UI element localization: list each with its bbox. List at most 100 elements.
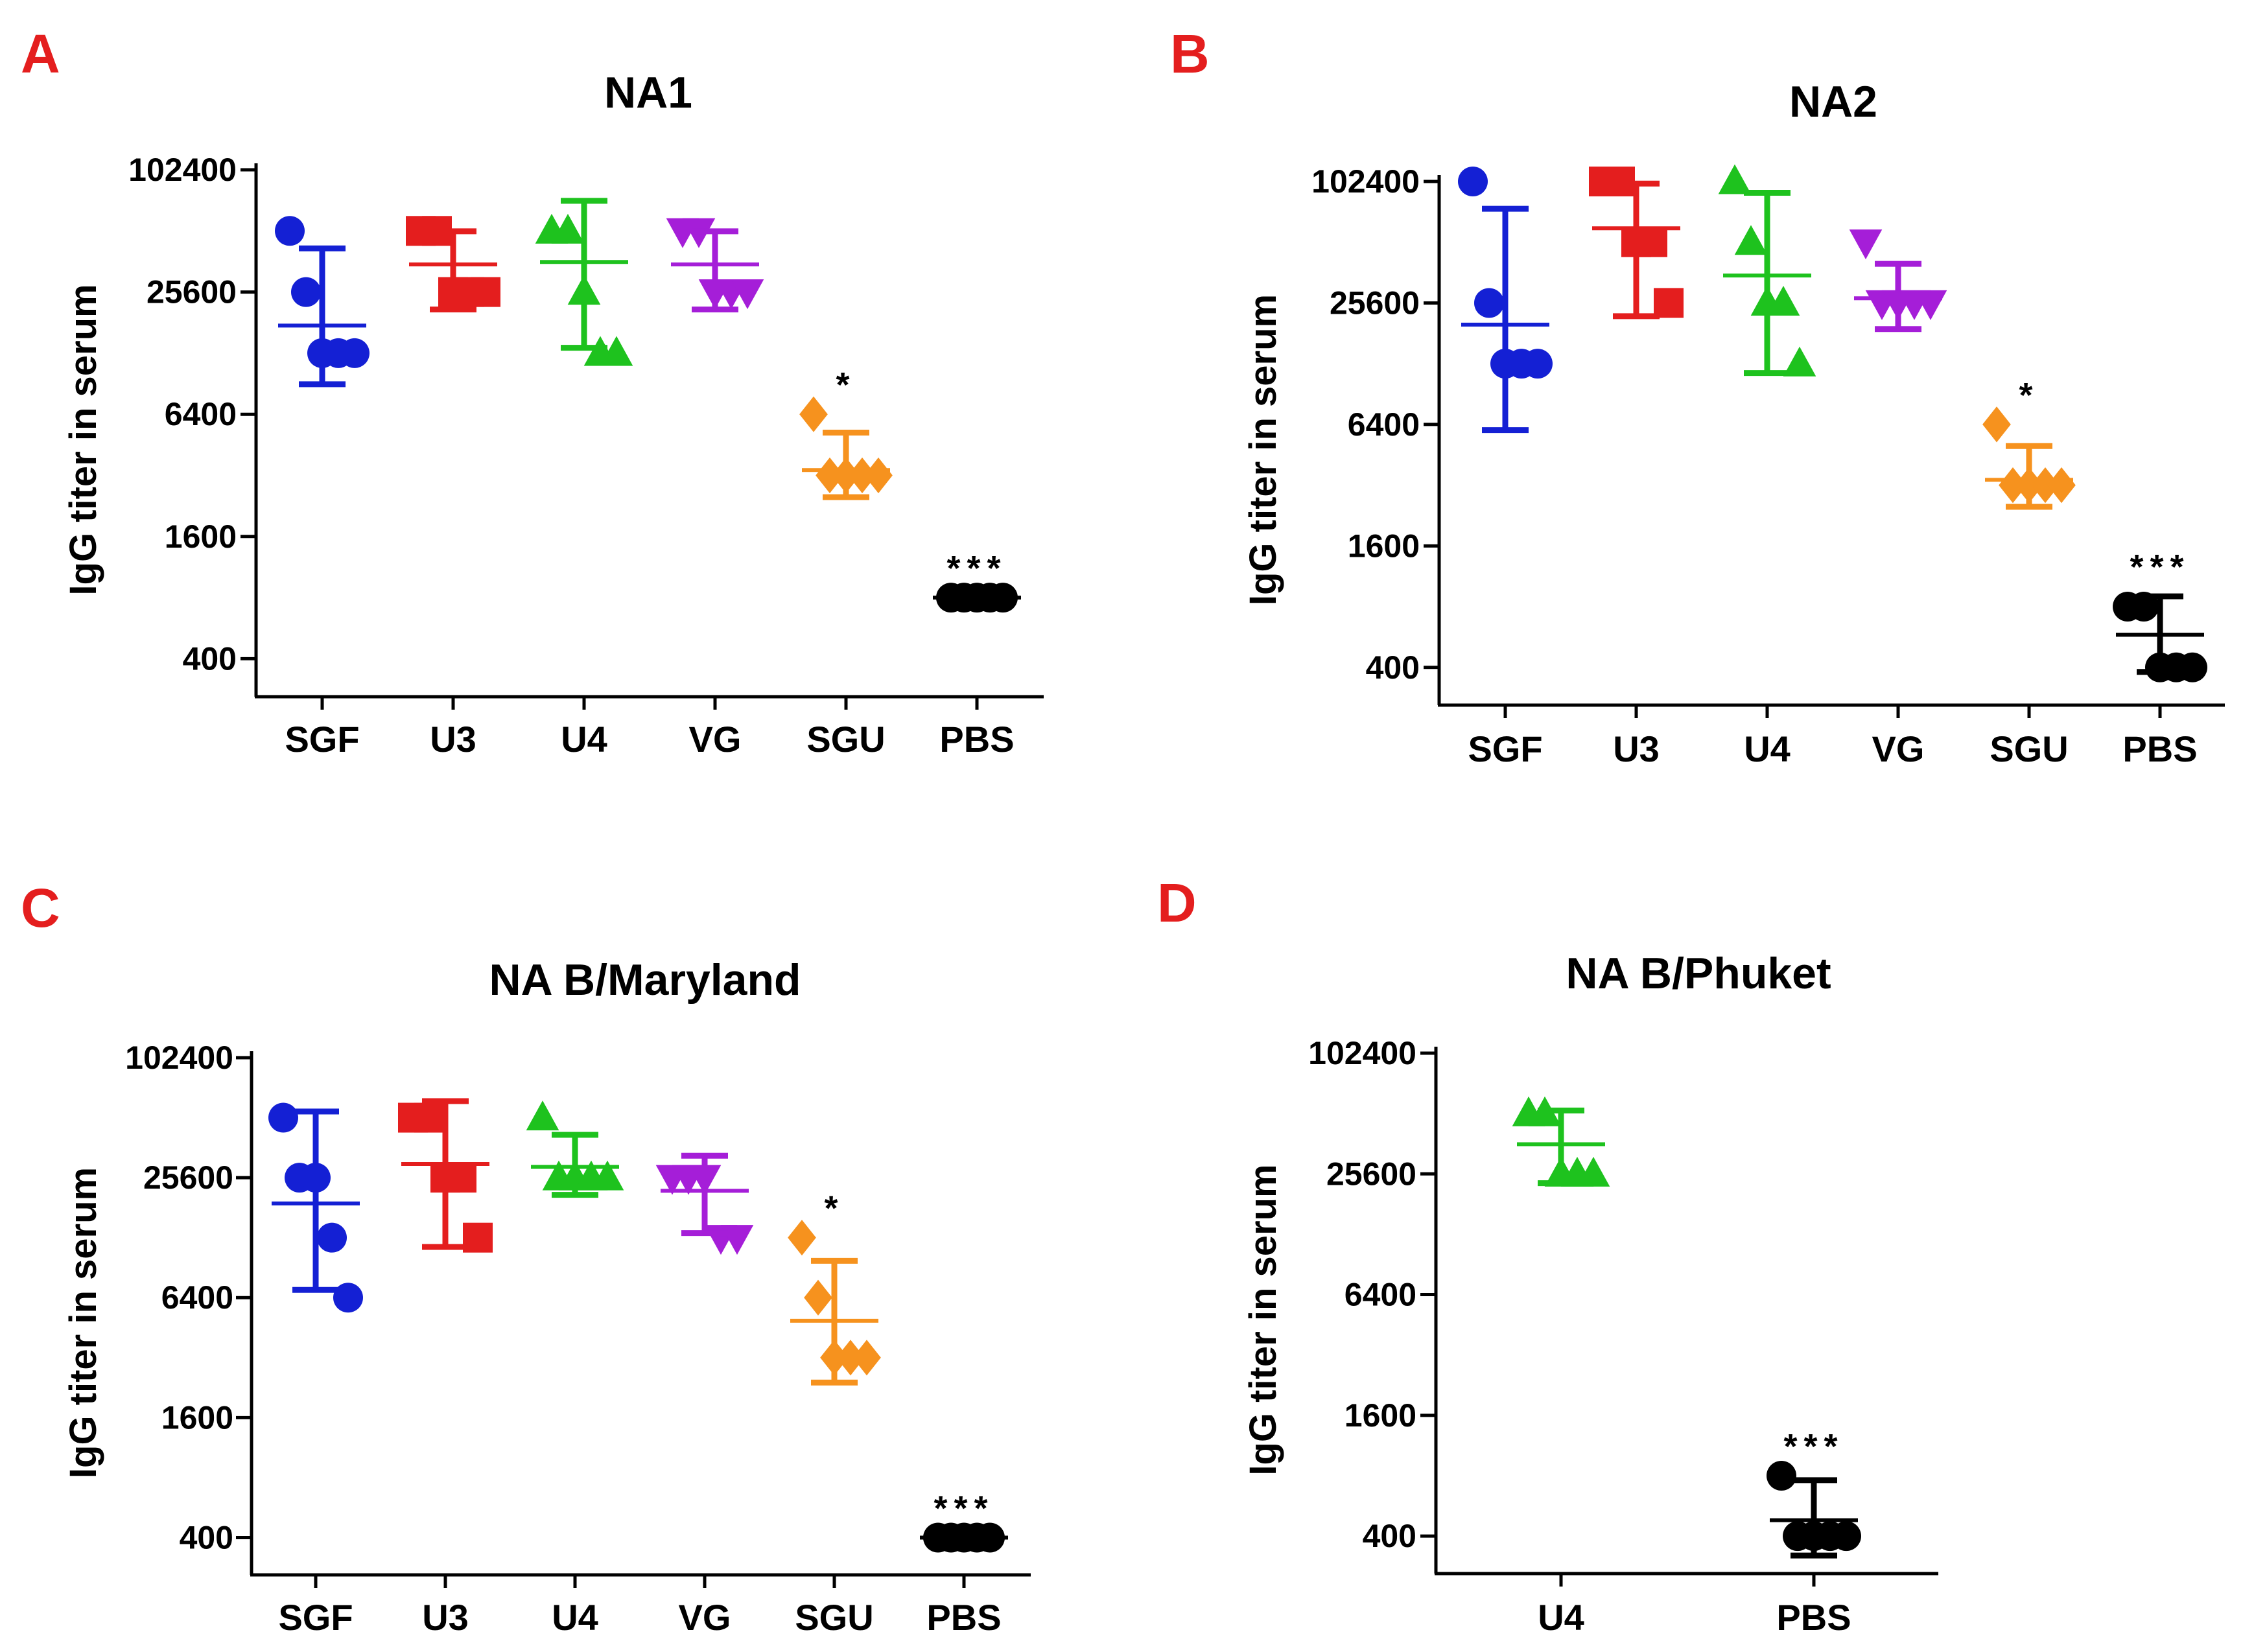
chart-title: NA1	[604, 68, 692, 117]
group-VG: VG	[655, 1152, 754, 1638]
group-SGU: SGU *	[788, 1189, 881, 1638]
data-point	[1577, 1156, 1610, 1187]
y-tick-label: 102400	[1308, 1035, 1416, 1071]
data-point	[2047, 467, 2076, 504]
y-tick-label: 400	[1366, 649, 1420, 686]
y-tick-label: 6400	[1348, 406, 1420, 443]
x-tick-label: SGU	[1990, 728, 2068, 769]
data-point	[1523, 349, 1553, 379]
y-tick-label: 102400	[125, 1040, 233, 1076]
data-point	[275, 216, 305, 246]
data-point	[1734, 225, 1768, 255]
y-tick-label: 1600	[165, 518, 237, 555]
x-tick-label: U3	[422, 1597, 469, 1638]
data-point	[317, 1222, 347, 1253]
x-tick-label: VG	[689, 719, 742, 760]
data-point	[2031, 467, 2060, 504]
group-PBS: PBS ***	[920, 1489, 1008, 1638]
group-U4: U4	[1718, 164, 1816, 769]
group-VG: VG	[666, 218, 764, 760]
data-point	[268, 1102, 298, 1133]
y-tick-label: 400	[180, 1519, 233, 1555]
y-axis-label: IgG titer in serum	[1242, 1164, 1284, 1475]
data-point	[471, 277, 500, 307]
group-SGF: SGF	[1458, 167, 1553, 769]
y-axis-label: IgG titer in serum	[62, 1167, 104, 1478]
chart-title: NA B/Phuket	[1566, 949, 1831, 998]
group-PBS: PBS ***	[933, 549, 1021, 760]
significance-label: *	[824, 1189, 844, 1228]
group-VG: VG	[1849, 229, 1947, 769]
group-U3: U3	[406, 216, 500, 760]
data-point	[591, 1160, 624, 1191]
data-point	[1638, 227, 1667, 257]
panel-letter: C	[21, 878, 60, 938]
data-point	[1767, 1460, 1796, 1491]
data-point	[1999, 467, 2027, 504]
x-tick-label: U4	[561, 719, 607, 760]
data-point	[333, 1283, 363, 1313]
y-tick-label: 25600	[147, 274, 237, 310]
data-point	[447, 1163, 476, 1193]
group-SGU: SGU *	[799, 366, 893, 760]
data-point	[340, 338, 370, 368]
significance-label: ***	[946, 549, 1007, 588]
x-tick-label: PBS	[2122, 728, 2197, 769]
data-point	[864, 457, 893, 494]
data-point	[600, 336, 633, 366]
y-tick-label: 6400	[161, 1279, 233, 1316]
y-tick-label: 102400	[1311, 163, 1420, 200]
data-point	[1718, 164, 1752, 194]
x-tick-label: SGF	[1468, 728, 1542, 769]
panel-C: C NA B/Maryland 400 1600 6400 25600 102400 IgG …	[21, 878, 1031, 1638]
group-U4: U4	[526, 1100, 624, 1638]
significance-label: ***	[2130, 548, 2190, 587]
panel-D: D NA B/Phuket 400 1600 6400 25600 102400 IgG ti…	[1157, 872, 1938, 1638]
significance-label: *	[836, 366, 856, 404]
x-tick-label: PBS	[1776, 1597, 1851, 1638]
data-point	[799, 396, 828, 432]
data-point	[1767, 285, 1800, 316]
x-tick-label: PBS	[939, 719, 1014, 760]
significance-label: *	[2019, 376, 2039, 415]
group-U4: U4	[535, 198, 633, 760]
data-point	[816, 457, 844, 494]
panel-B: B NA2 400 1600 6400 25600 102400 IgG titer in s…	[1170, 23, 2225, 769]
y-tick-label: 1600	[1348, 528, 1420, 564]
chart-title: NA2	[1789, 77, 1877, 126]
x-tick-label: SGF	[285, 719, 359, 760]
y-tick-label: 1600	[1345, 1397, 1416, 1434]
group-SGF: SGF	[268, 1102, 363, 1638]
y-tick-label: 400	[1363, 1518, 1416, 1554]
x-tick-label: SGU	[795, 1597, 873, 1638]
x-tick-label: U3	[430, 719, 476, 760]
y-tick-label: 6400	[1345, 1277, 1416, 1313]
panel-letter: D	[1157, 872, 1197, 933]
x-tick-label: VG	[1872, 728, 1925, 769]
y-axis-label: IgG titer in serum	[1242, 294, 1284, 605]
x-tick-label: PBS	[926, 1597, 1001, 1638]
data-point	[804, 1279, 832, 1316]
x-tick-label: U4	[552, 1597, 598, 1638]
group-SGF: SGF	[275, 216, 370, 760]
data-point	[1474, 288, 1504, 318]
x-tick-label: U3	[1613, 728, 1660, 769]
panel-letter: B	[1170, 23, 1210, 84]
data-point	[848, 457, 876, 494]
y-axis-label: IgG titer in serum	[62, 284, 104, 595]
data-point	[852, 1340, 881, 1376]
panel-letter: A	[21, 23, 60, 84]
panel-A: A NA1 400 1600 6400 25600 102400 IgG titer in s…	[21, 23, 1044, 760]
data-point	[2178, 652, 2207, 682]
data-point	[1831, 1521, 1861, 1552]
data-point	[1458, 167, 1488, 196]
group-PBS: PBS ***	[2113, 548, 2207, 769]
y-tick-label: 25600	[1326, 1156, 1416, 1192]
y-tick-label: 400	[183, 640, 237, 677]
x-tick-label: SGU	[806, 719, 885, 760]
y-tick-label: 102400	[128, 152, 237, 188]
data-point	[291, 277, 321, 307]
y-tick-label: 6400	[165, 396, 237, 432]
x-tick-label: U4	[1744, 728, 1791, 769]
x-tick-label: U4	[1538, 1597, 1584, 1638]
